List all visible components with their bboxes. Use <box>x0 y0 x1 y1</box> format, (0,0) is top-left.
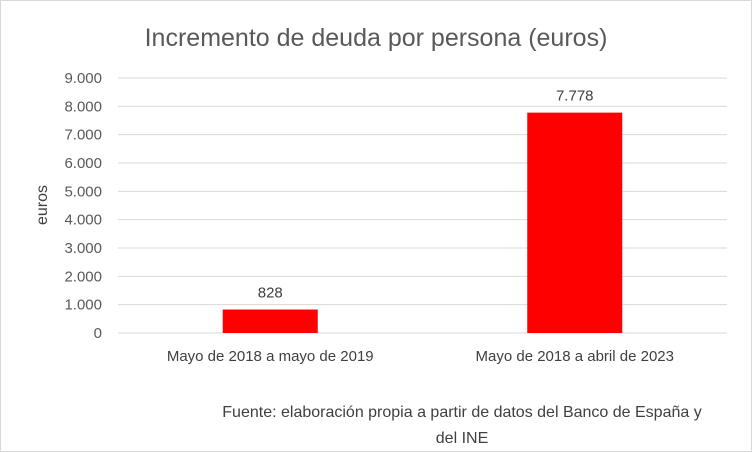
bars <box>222 112 623 333</box>
bar-1 <box>222 309 318 333</box>
x-category-label-1: Mayo de 2018 a mayo de 2019 <box>167 348 374 365</box>
y-tick-label: 2.000 <box>64 268 102 285</box>
y-tick-label: 7.000 <box>64 127 102 144</box>
x-axis-categories: Mayo de 2018 a mayo de 2019 Mayo de 2018 … <box>167 348 674 365</box>
y-tick-label: 5.000 <box>64 183 102 200</box>
source-note-line-2: del INE <box>436 430 488 447</box>
x-category-label-2: Mayo de 2018 a abril de 2023 <box>476 348 674 365</box>
data-labels: 828 7.778 <box>258 88 594 302</box>
y-axis-label: euros <box>34 185 51 225</box>
y-tick-label: 6.000 <box>64 155 102 172</box>
y-tick-label: 4.000 <box>64 212 102 229</box>
data-label-1: 828 <box>258 285 283 302</box>
y-tick-label: 1.000 <box>64 297 102 314</box>
bar-2 <box>527 112 623 333</box>
source-note-line-1: Fuente: elaboración propia a partir de d… <box>222 404 701 421</box>
gridlines <box>118 77 727 334</box>
data-label-2: 7.778 <box>556 88 594 105</box>
y-tick-label: 3.000 <box>64 240 102 257</box>
y-tick-label: 0 <box>94 325 102 342</box>
chart-title: Incremento de deuda por persona (euros) <box>145 24 608 52</box>
y-tick-label: 8.000 <box>64 98 102 115</box>
y-axis-ticks: 0 1.000 2.000 3.000 4.000 5.000 6.000 7.000 8.00… <box>64 70 102 342</box>
y-tick-label: 9.000 <box>64 70 102 87</box>
